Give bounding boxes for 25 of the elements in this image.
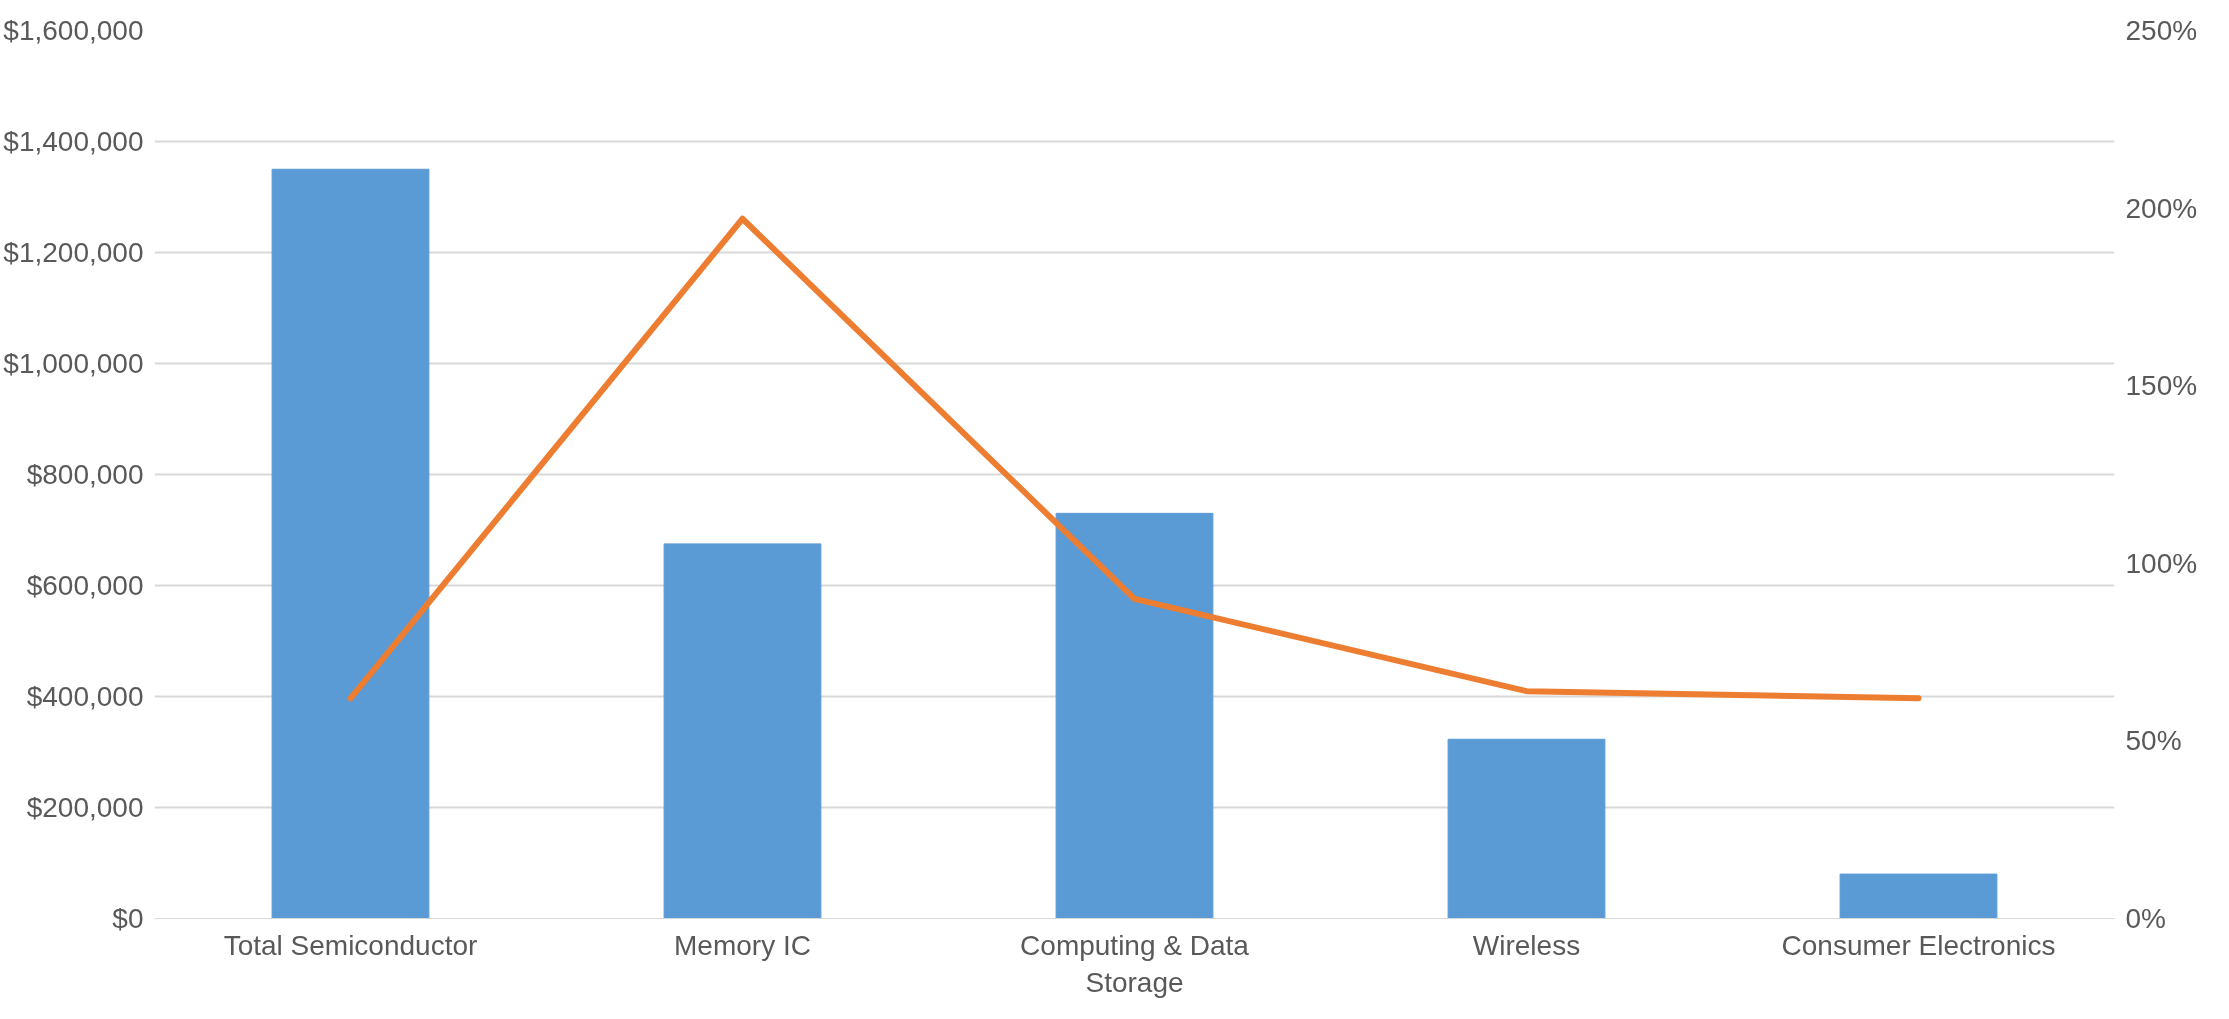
y2-tick-label: 0% — [2125, 903, 2166, 934]
x-tick-label: Consumer Electronics — [1781, 929, 2056, 961]
y-tick-label: $1,400,000 — [3, 126, 144, 157]
y-tick-label: $800,000 — [26, 459, 144, 490]
x-tick-label: Wireless — [1472, 929, 1581, 961]
y2-tick-label: 250% — [2125, 15, 2198, 46]
y-tick-label: $200,000 — [26, 792, 144, 823]
y2-tick-label: 200% — [2125, 192, 2198, 224]
bar — [1055, 512, 1214, 919]
bar — [1447, 738, 1606, 919]
y2-tick-label: 150% — [2125, 370, 2198, 402]
bar — [1839, 873, 1998, 919]
bar — [663, 543, 822, 919]
y-tick-label: $1,000,000 — [3, 348, 144, 379]
bar — [271, 168, 430, 919]
y-tick-label: $1,600,000 — [3, 15, 144, 46]
y-tick-label: $600,000 — [26, 570, 144, 601]
y-tick-label: $400,000 — [26, 681, 144, 712]
y2-tick-label: 100% — [2125, 547, 2198, 579]
x-tick-label: Memory IC — [674, 929, 811, 961]
x-tick-label: Total Semiconductor — [223, 929, 478, 961]
x-tick-label: Computing & Data Storage — [1020, 929, 1250, 998]
y2-tick-label: 50% — [2125, 725, 2182, 757]
y-tick-label: $1,200,000 — [3, 237, 144, 268]
y-tick-label: $0 — [112, 903, 144, 934]
